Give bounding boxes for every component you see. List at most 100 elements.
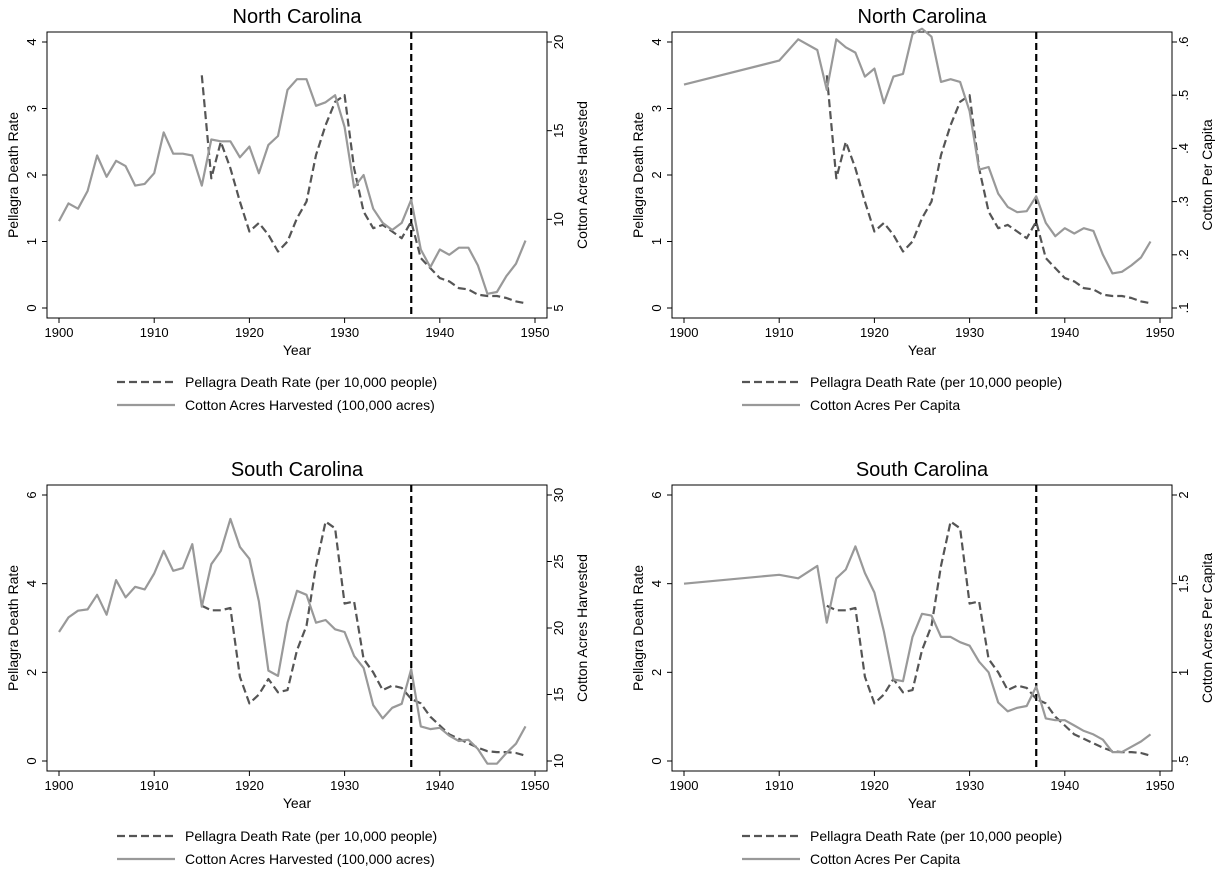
- cotton-series-line: [58, 78, 527, 295]
- y-tick-label: 1: [24, 238, 39, 245]
- cotton-series-line: [683, 545, 1152, 754]
- y2-tick-label: 25: [551, 554, 566, 568]
- legend-label: Pellagra Death Rate (per 10,000 people): [185, 828, 437, 844]
- x-axis-label: Year: [908, 795, 937, 811]
- plot-frame: [46, 484, 548, 772]
- y-tick-label: 4: [24, 38, 39, 45]
- y2-tick-label: 30: [551, 488, 566, 502]
- y-tick-label: 0: [24, 304, 39, 311]
- pellagra-series-line: [201, 520, 526, 757]
- x-tick-label: 1910: [765, 325, 794, 340]
- x-tick-label: 1950: [1146, 325, 1175, 340]
- legend-label: Pellagra Death Rate (per 10,000 people): [810, 374, 1062, 390]
- chart-title: North Carolina: [233, 6, 363, 28]
- legend-label: Pellagra Death Rate (per 10,000 people): [185, 374, 437, 390]
- cotton-series-line: [58, 517, 527, 765]
- pellagra-series-line: [200, 75, 526, 305]
- legend-label: Cotton Acres Harvested (100,000 acres): [185, 851, 435, 867]
- y-tick-label: 4: [649, 38, 664, 45]
- x-axis-label: Year: [283, 795, 312, 811]
- y-tick-label: 2: [649, 669, 664, 676]
- x-tick-label: 1950: [521, 325, 550, 340]
- y-tick-label: 4: [24, 580, 39, 587]
- chart-panel-1: North Carolina 1900 1910 1920 1930 1940 1950 Ye…: [5, 6, 590, 413]
- y2-tick-label: 20: [551, 35, 566, 49]
- y-tick-label: 0: [649, 757, 664, 764]
- y-tick-label: 2: [24, 669, 39, 676]
- y2-tick-label: 5: [551, 304, 566, 311]
- chart-title: South Carolina: [231, 459, 364, 481]
- chart-panel-2: North Carolina 1900 1910 1920 1930 1940 1950 Ye…: [630, 6, 1215, 413]
- plot-frame: [671, 31, 1173, 319]
- x-tick-label: 1900: [45, 778, 74, 793]
- x-tick-label: 1930: [955, 325, 984, 340]
- chart-title: South Carolina: [856, 459, 989, 481]
- legend-label: Cotton Acres Per Capita: [810, 851, 960, 867]
- y2-tick-label: 10: [551, 212, 566, 226]
- x-tick-label: 1930: [330, 778, 359, 793]
- chart-panel-4: South Carolina 1900 1910 1920 1930 1940 1950 Ye…: [630, 459, 1215, 867]
- y2-tick-label: 1.5: [1176, 575, 1191, 593]
- y-tick-label: 0: [24, 757, 39, 764]
- y-tick-label: 0: [649, 304, 664, 311]
- y2-tick-label: .1: [1176, 303, 1191, 314]
- y2-tick-label: 15: [551, 123, 566, 137]
- y2-tick-label: .5: [1176, 90, 1191, 101]
- y-axis-label: Pellagra Death Rate: [630, 565, 646, 691]
- y2-tick-label: .4: [1176, 143, 1191, 154]
- y-tick-label: 1: [649, 238, 664, 245]
- x-tick-label: 1910: [765, 778, 794, 793]
- y-tick-label: 3: [649, 105, 664, 112]
- x-tick-label: 1900: [670, 778, 699, 793]
- x-tick-label: 1930: [955, 778, 984, 793]
- y2-axis-label: Cotton Acres Harvested: [574, 101, 590, 249]
- y-tick-label: 6: [649, 491, 664, 498]
- y2-axis-label: Cotton Acres Per Capita: [1199, 553, 1215, 703]
- y-tick-label: 3: [24, 105, 39, 112]
- x-axis-label: Year: [283, 342, 312, 358]
- x-tick-label: 1900: [45, 325, 74, 340]
- y-tick-label: 4: [649, 580, 664, 587]
- y2-tick-label: .6: [1176, 37, 1191, 48]
- x-tick-label: 1940: [1050, 325, 1079, 340]
- x-tick-label: 1940: [425, 325, 454, 340]
- x-tick-label: 1900: [670, 325, 699, 340]
- x-tick-label: 1910: [140, 778, 169, 793]
- y-axis-label: Pellagra Death Rate: [5, 565, 21, 691]
- x-tick-label: 1950: [521, 778, 550, 793]
- x-tick-label: 1930: [330, 325, 359, 340]
- y2-tick-label: .2: [1176, 249, 1191, 260]
- y-axis-label: Pellagra Death Rate: [630, 112, 646, 238]
- x-tick-label: 1920: [235, 778, 264, 793]
- pellagra-series-line: [825, 75, 1151, 305]
- x-tick-label: 1920: [235, 325, 264, 340]
- y2-tick-label: 2: [1176, 491, 1191, 498]
- y2-axis-label: Cotton Acres Harvested: [574, 554, 590, 702]
- y2-tick-label: .5: [1176, 756, 1191, 767]
- chart-panel-3: South Carolina 1900 1910 1920 1930 1940 1950 Ye…: [5, 459, 590, 867]
- x-tick-label: 1950: [1146, 778, 1175, 793]
- x-tick-label: 1940: [425, 778, 454, 793]
- y2-tick-label: 15: [551, 687, 566, 701]
- y2-tick-label: 10: [551, 754, 566, 768]
- legend-label: Cotton Acres Per Capita: [810, 397, 960, 413]
- y2-tick-label: .3: [1176, 196, 1191, 207]
- y2-tick-label: 20: [551, 621, 566, 635]
- x-tick-label: 1920: [860, 325, 889, 340]
- legend-label: Pellagra Death Rate (per 10,000 people): [810, 828, 1062, 844]
- x-tick-label: 1940: [1050, 778, 1079, 793]
- y-tick-label: 2: [24, 171, 39, 178]
- chart-title: North Carolina: [858, 6, 988, 28]
- x-tick-label: 1920: [860, 778, 889, 793]
- plot-frame: [671, 484, 1173, 772]
- x-tick-label: 1910: [140, 325, 169, 340]
- y-tick-label: 6: [24, 491, 39, 498]
- y2-tick-label: 1: [1176, 669, 1191, 676]
- y-tick-label: 2: [649, 171, 664, 178]
- x-axis-label: Year: [908, 342, 937, 358]
- pellagra-series-line: [826, 520, 1151, 757]
- plot-frame: [46, 31, 548, 319]
- y-axis-label: Pellagra Death Rate: [5, 112, 21, 238]
- legend-label: Cotton Acres Harvested (100,000 acres): [185, 397, 435, 413]
